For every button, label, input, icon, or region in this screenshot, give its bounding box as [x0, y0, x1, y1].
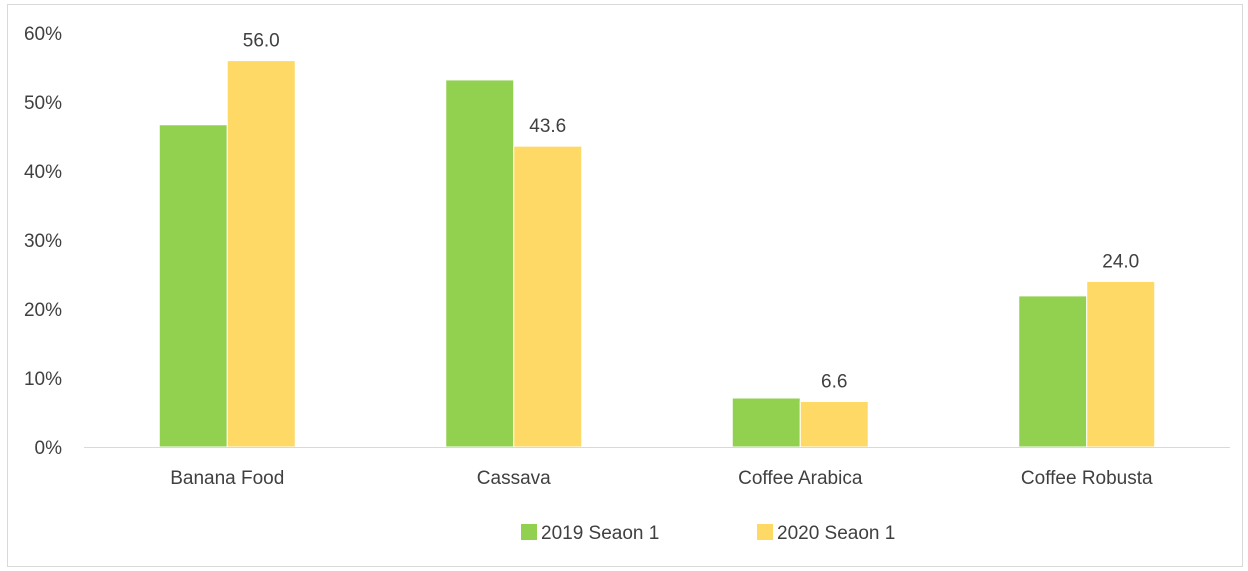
- category-label: Coffee Arabica: [738, 468, 863, 489]
- category-label: Banana Food: [170, 468, 284, 489]
- bar: [226, 60, 296, 448]
- y-tick-label: 60%: [24, 24, 62, 45]
- bar: [1086, 280, 1156, 448]
- bar: [799, 400, 869, 448]
- data-label: 24.0: [1102, 251, 1139, 272]
- data-label: 6.6: [821, 371, 847, 392]
- y-axis-tick-labels: 0% 10% 20% 30% 40% 50% 60%: [24, 24, 62, 459]
- legend-label: 2020 Seaon 1: [777, 523, 895, 544]
- legend-swatch: [757, 524, 773, 540]
- bar: [1018, 295, 1088, 448]
- y-tick-label: 30%: [24, 231, 62, 252]
- category-label: Cassava: [477, 468, 551, 489]
- y-tick-label: 50%: [24, 93, 62, 114]
- legend-label: 2019 Seaon 1: [541, 523, 659, 544]
- bar: [445, 79, 515, 448]
- bar: [731, 397, 801, 448]
- category-label: Coffee Robusta: [1021, 468, 1153, 489]
- bars: [158, 60, 1156, 448]
- bar: [513, 145, 583, 448]
- legend-swatch: [521, 524, 537, 540]
- bar: [158, 124, 228, 448]
- category-labels: Banana Food Cassava Coffee Arabica Coffee R…: [170, 468, 1153, 489]
- y-tick-label: 40%: [24, 162, 62, 183]
- y-tick-label: 0%: [35, 438, 63, 459]
- data-labels: 56.0 43.6 6.6 24.0: [243, 31, 1139, 393]
- legend: 2019 Seaon 1 2020 Seaon 1: [521, 523, 895, 544]
- data-label: 43.6: [529, 116, 566, 137]
- y-tick-label: 10%: [24, 369, 62, 390]
- y-tick-label: 20%: [24, 300, 62, 321]
- data-label: 56.0: [243, 31, 280, 52]
